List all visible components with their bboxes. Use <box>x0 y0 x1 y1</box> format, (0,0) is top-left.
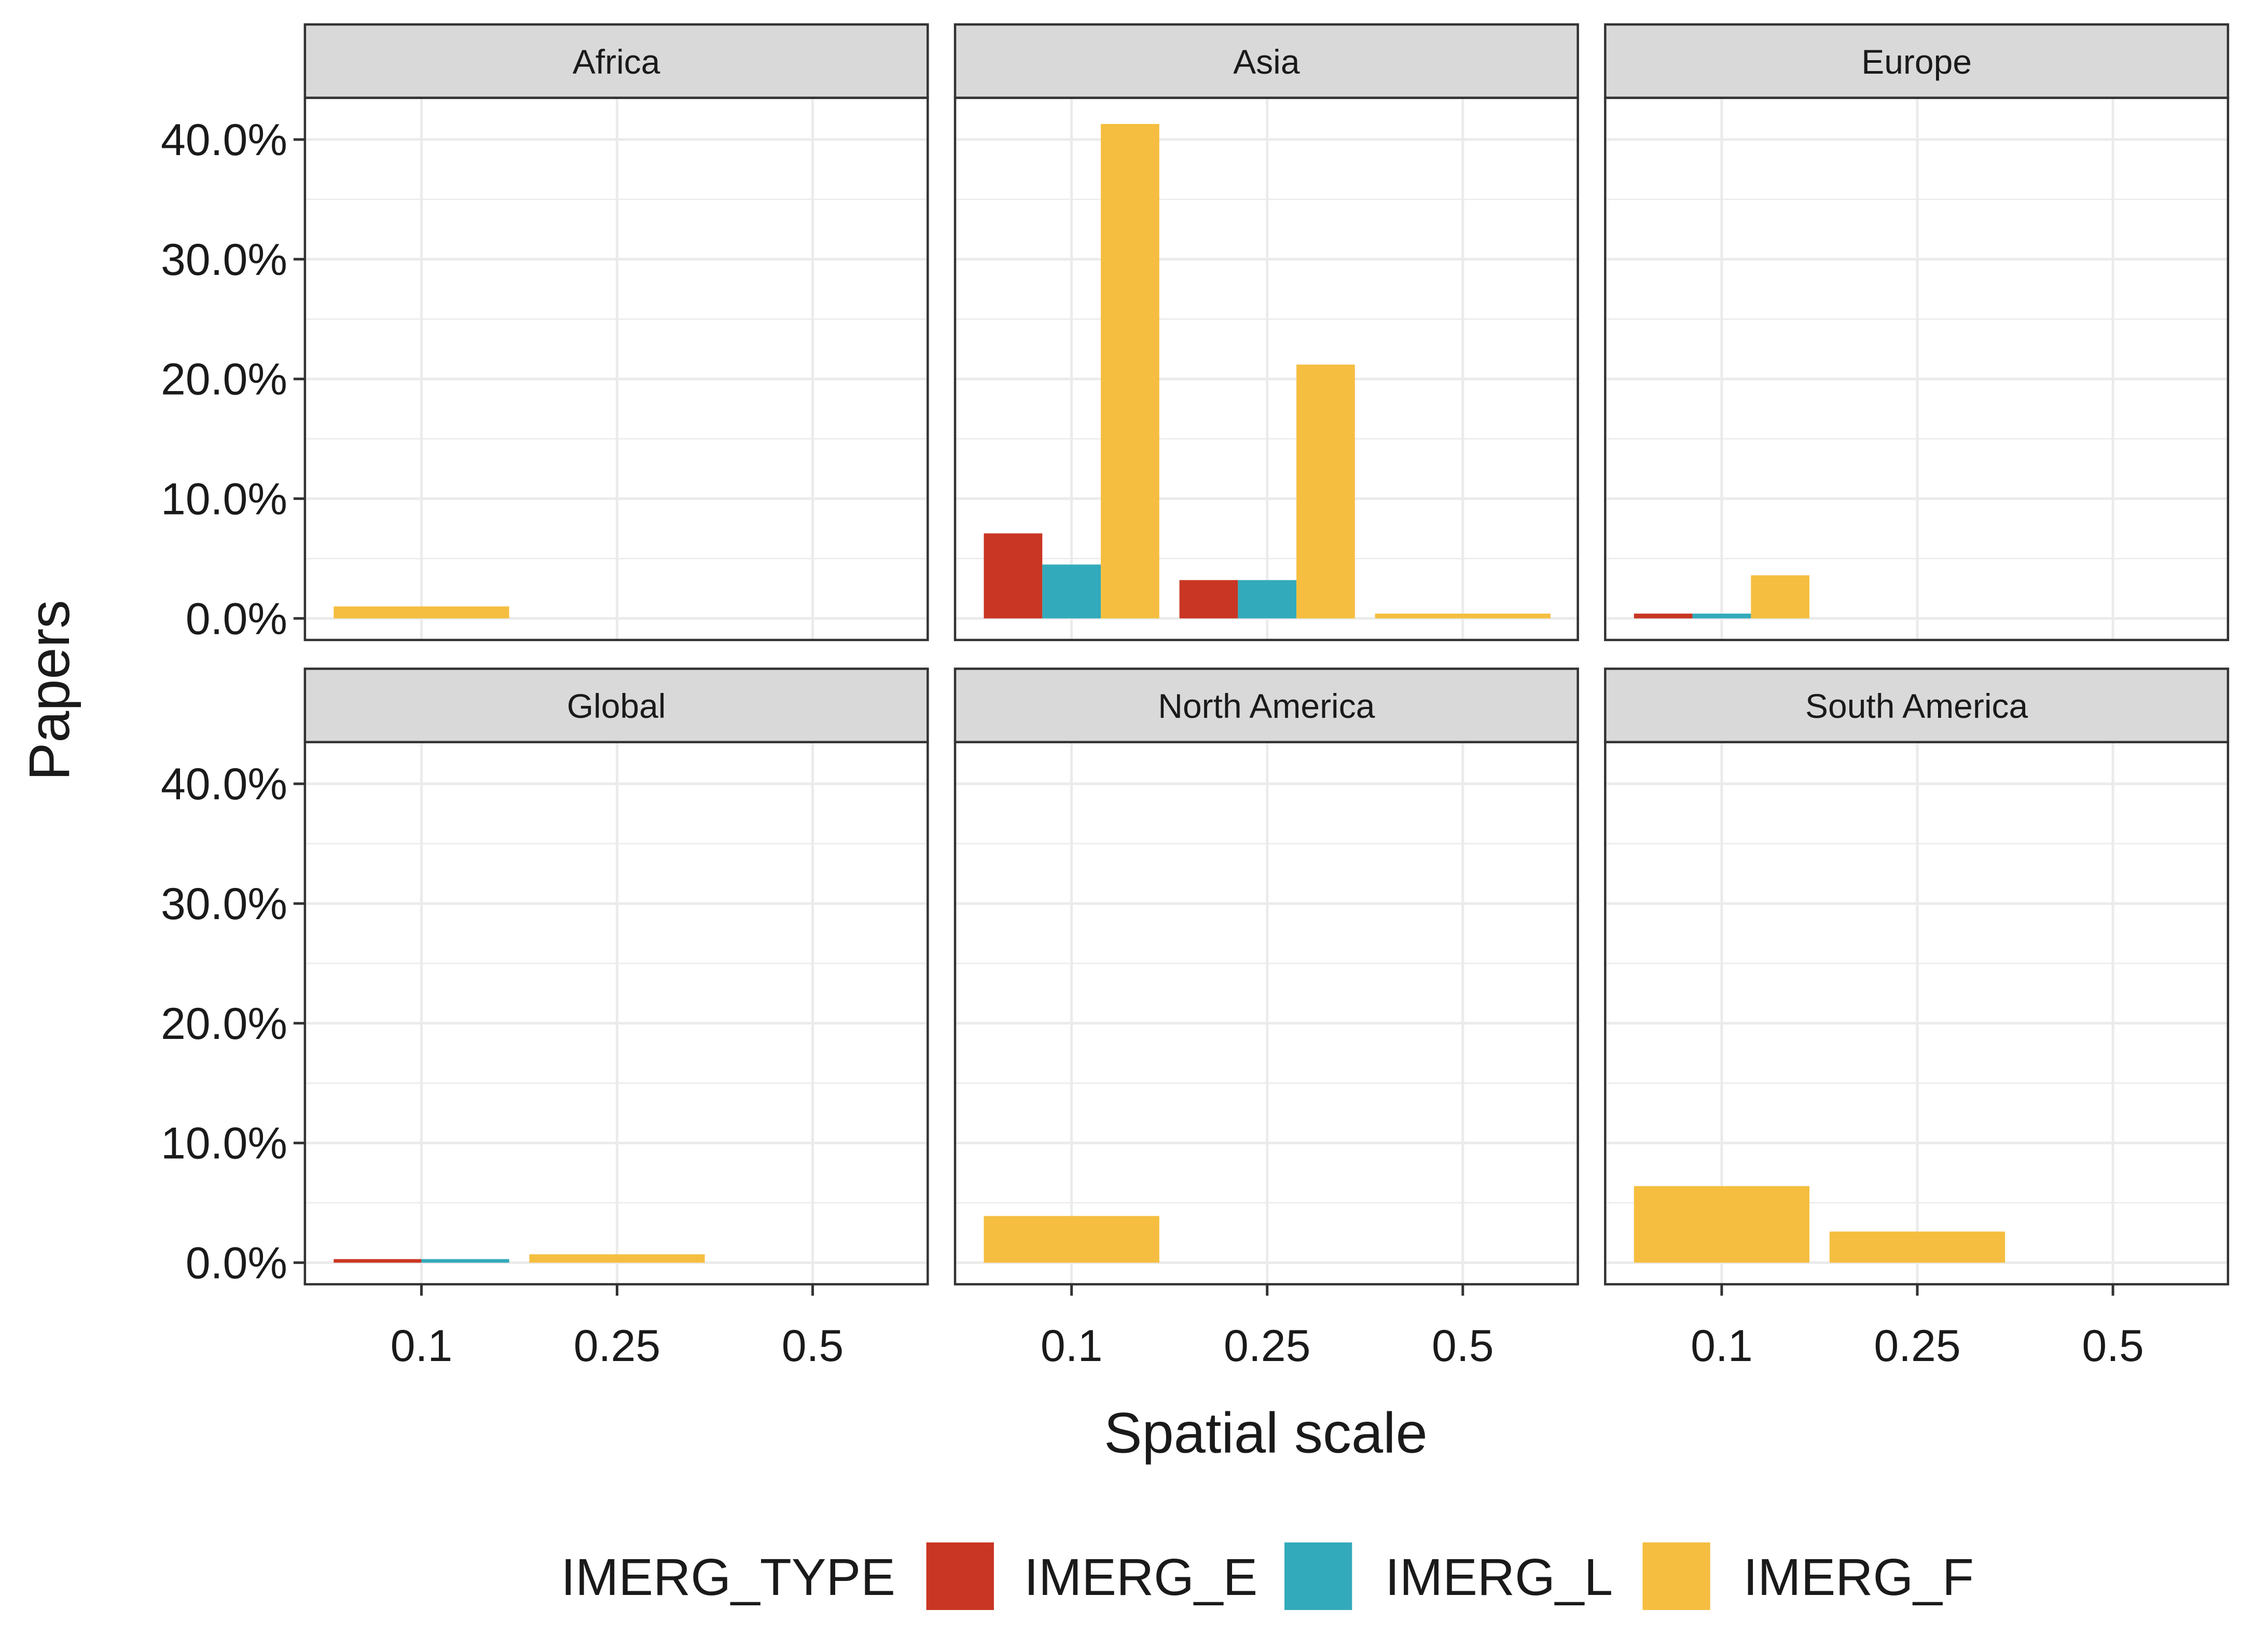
x-tick-label: 0.5 <box>782 1321 844 1371</box>
x-tick-label: 0.5 <box>1432 1321 1494 1371</box>
y-tick-label: 10.0% <box>161 474 287 524</box>
facet-strip <box>1604 668 2230 743</box>
y-tick-label: 30.0% <box>161 879 287 929</box>
bar-asia-imerg-e-0.1 <box>984 533 1043 619</box>
bar-asia-imerg-f-0.5 <box>1375 614 1551 619</box>
bar-europe-imerg-f-0.1 <box>1751 575 1810 619</box>
facet-strip <box>953 668 1579 743</box>
y-tick-label: 10.0% <box>161 1119 287 1169</box>
facet-strip <box>953 23 1579 99</box>
y-tick-label: 40.0% <box>161 759 287 809</box>
facet-strip <box>1604 23 2230 99</box>
facet-strip <box>303 668 929 743</box>
y-tick-label: 40.0% <box>161 115 287 165</box>
bar-global-imerg-f-0.25 <box>529 1254 705 1263</box>
bar-asia-imerg-f-0.25 <box>1296 364 1355 619</box>
facet-strip-label: North America <box>1158 687 1375 725</box>
bar-europe-imerg-e-0.1 <box>1634 614 1693 619</box>
y-tick-label: 0.0% <box>186 1238 287 1288</box>
bar-asia-imerg-f-0.1 <box>1101 123 1159 619</box>
legend-label: IMERG_L <box>1385 1548 1613 1606</box>
bar-asia-imerg-l-0.1 <box>1042 564 1101 619</box>
bar-asia-imerg-e-0.25 <box>1179 580 1238 619</box>
bar-global-imerg-l-0.1 <box>421 1259 509 1263</box>
y-tick-label: 20.0% <box>161 999 287 1049</box>
legend-key-imerg-e <box>926 1542 994 1611</box>
bar-europe-imerg-l-0.1 <box>1692 614 1751 619</box>
legend-label: IMERG_E <box>1024 1548 1257 1606</box>
legend-key-imerg-l <box>1284 1542 1352 1611</box>
y-tick-label: 30.0% <box>161 235 287 285</box>
legend-label: IMERG_F <box>1744 1548 1974 1606</box>
bar-south-america-imerg-f-0.25 <box>1829 1231 2005 1263</box>
x-tick-label: 0.25 <box>1224 1321 1310 1371</box>
y-tick-label: 0.0% <box>186 594 287 644</box>
x-tick-label: 0.25 <box>574 1321 660 1371</box>
bar-global-imerg-e-0.1 <box>334 1259 422 1263</box>
facet-strip-label: Africa <box>573 43 660 81</box>
facet-strip-label: Europe <box>1861 43 1972 81</box>
bar-africa-imerg-f-0.1 <box>334 606 509 619</box>
legend-key-imerg-f <box>1642 1542 1710 1611</box>
bar-north-america-imerg-f-0.1 <box>984 1216 1159 1263</box>
bar-asia-imerg-l-0.25 <box>1238 580 1297 619</box>
y-tick-label: 20.0% <box>161 355 287 405</box>
legend-title: IMERG_TYPE <box>561 1548 895 1606</box>
y-axis-title: Papers <box>18 600 81 781</box>
x-tick-label: 0.25 <box>1874 1321 1960 1371</box>
facet-strip-label: South America <box>1805 687 2028 725</box>
x-axis-title: Spatial scale <box>1104 1401 1428 1465</box>
x-tick-label: 0.1 <box>1691 1321 1753 1371</box>
x-tick-label: 0.5 <box>2082 1321 2144 1371</box>
x-tick-label: 0.1 <box>391 1321 453 1371</box>
facet-strip-label: Global <box>567 687 666 725</box>
x-tick-label: 0.1 <box>1041 1321 1103 1371</box>
facet-strip-label: Asia <box>1233 43 1300 81</box>
bar-south-america-imerg-f-0.1 <box>1634 1186 1810 1263</box>
facet-strip <box>303 23 929 99</box>
